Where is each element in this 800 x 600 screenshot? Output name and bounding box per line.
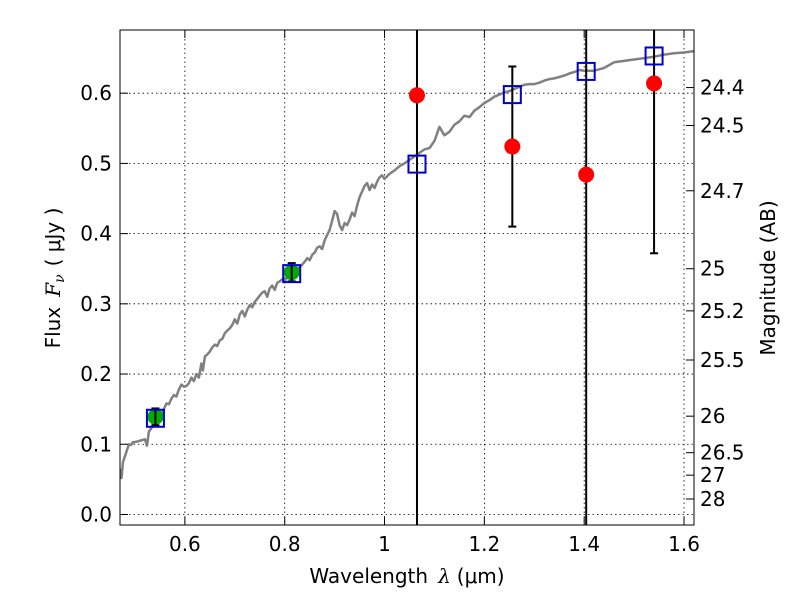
x-tick-label: 1.2 <box>468 532 500 556</box>
x-tick-label: 0.8 <box>269 532 301 556</box>
magnitude-tick-label: 28 <box>700 487 725 511</box>
magnitude-tick-label: 26.5 <box>700 441 745 465</box>
magnitude-tick-label: 24.5 <box>700 113 745 137</box>
grid <box>120 30 694 525</box>
magnitude-tick-label: 24.4 <box>700 76 745 100</box>
model-photometry-square <box>644 46 664 66</box>
y-tick-label: 0.3 <box>80 292 112 316</box>
model-photometry-square <box>502 85 522 105</box>
y-tick-label: 0.6 <box>80 81 112 105</box>
plot-area <box>120 30 694 525</box>
magnitude-tick-label: 27 <box>700 463 725 487</box>
model-photometry-square <box>576 61 596 81</box>
plot-frame <box>119 29 695 526</box>
x-tick-label: 0.6 <box>169 532 201 556</box>
y-tick-label: 0.1 <box>80 432 112 456</box>
x-axis-label: Wavelength λ (μm) <box>309 564 504 588</box>
magnitude-tick-label: 25.5 <box>700 348 745 372</box>
magnitude-tick-label: 26 <box>700 404 725 428</box>
y-tick-label: 0.2 <box>80 362 112 386</box>
model-photometry-square <box>145 408 165 428</box>
model-sed-line <box>120 49 694 480</box>
magnitude-tick-label: 24.7 <box>700 179 745 203</box>
axis-ticks: 0.6 0.8 1 1.2 1.4 1.6 0.0 0.1 0.2 0.3 0.4 0.5 0.6 24.… <box>80 30 745 556</box>
y-tick-label: 0.0 <box>80 502 112 526</box>
model-photometry-square <box>407 154 427 174</box>
magnitude-tick-label: 25.2 <box>700 299 745 323</box>
y-tick-label: 0.5 <box>80 151 112 175</box>
y-tick-label: 0.4 <box>80 222 112 246</box>
x-tick-label: 1.4 <box>568 532 600 556</box>
x-tick-label: 1 <box>378 532 391 556</box>
red-data-point <box>646 75 663 92</box>
y-axis-label: FluxFν( μJy ) <box>41 208 68 349</box>
magnitude-axis-label: Magnitude (AB) <box>756 200 780 355</box>
x-tick-label: 1.6 <box>668 532 700 556</box>
model-photometry-square <box>282 264 302 284</box>
red-data-point <box>408 87 425 104</box>
red-data-point <box>504 138 521 155</box>
magnitude-tick-label: 25 <box>700 257 725 281</box>
red-data-point <box>578 166 595 183</box>
